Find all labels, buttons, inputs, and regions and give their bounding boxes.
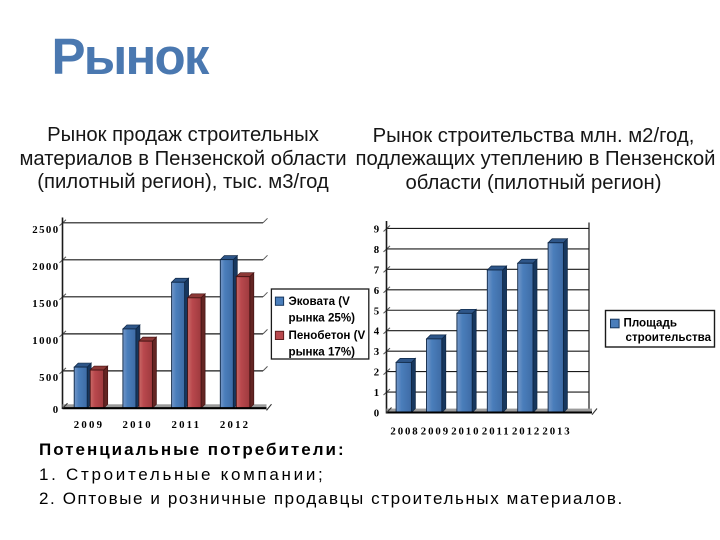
svg-text:8: 8: [374, 244, 381, 256]
svg-text:2013: 2013: [542, 426, 571, 438]
svg-text:рынка 25%): рынка 25%): [289, 312, 356, 325]
svg-text:2012: 2012: [512, 426, 541, 438]
svg-text:0: 0: [53, 404, 60, 416]
svg-text:1: 1: [374, 387, 381, 399]
svg-text:2010: 2010: [122, 419, 152, 431]
svg-text:рынка 17%): рынка 17%): [289, 346, 356, 359]
svg-text:0: 0: [374, 408, 381, 420]
svg-text:Площадь: Площадь: [624, 317, 678, 330]
svg-text:2009: 2009: [421, 426, 450, 438]
svg-text:строительства: строительства: [626, 331, 712, 344]
svg-text:2012: 2012: [220, 419, 250, 431]
svg-text:2009: 2009: [74, 419, 104, 431]
svg-text:2010: 2010: [451, 426, 480, 438]
svg-text:1500: 1500: [32, 298, 59, 310]
svg-text:Эковата (V: Эковата (V: [289, 295, 351, 308]
svg-text:2011: 2011: [171, 419, 201, 431]
svg-text:2000: 2000: [32, 261, 59, 273]
svg-text:2500: 2500: [32, 224, 59, 236]
svg-text:5: 5: [374, 305, 381, 317]
svg-text:1000: 1000: [32, 335, 59, 347]
svg-text:2008: 2008: [390, 426, 419, 438]
svg-text:2: 2: [374, 367, 381, 379]
svg-text:9: 9: [374, 223, 381, 235]
svg-text:7: 7: [374, 264, 381, 276]
svg-text:3: 3: [374, 346, 381, 358]
svg-text:Пенобетон (V: Пенобетон (V: [289, 329, 366, 342]
svg-text:500: 500: [39, 372, 59, 384]
svg-text:4: 4: [374, 326, 381, 338]
svg-text:6: 6: [374, 285, 381, 297]
svg-text:2011: 2011: [482, 426, 511, 438]
